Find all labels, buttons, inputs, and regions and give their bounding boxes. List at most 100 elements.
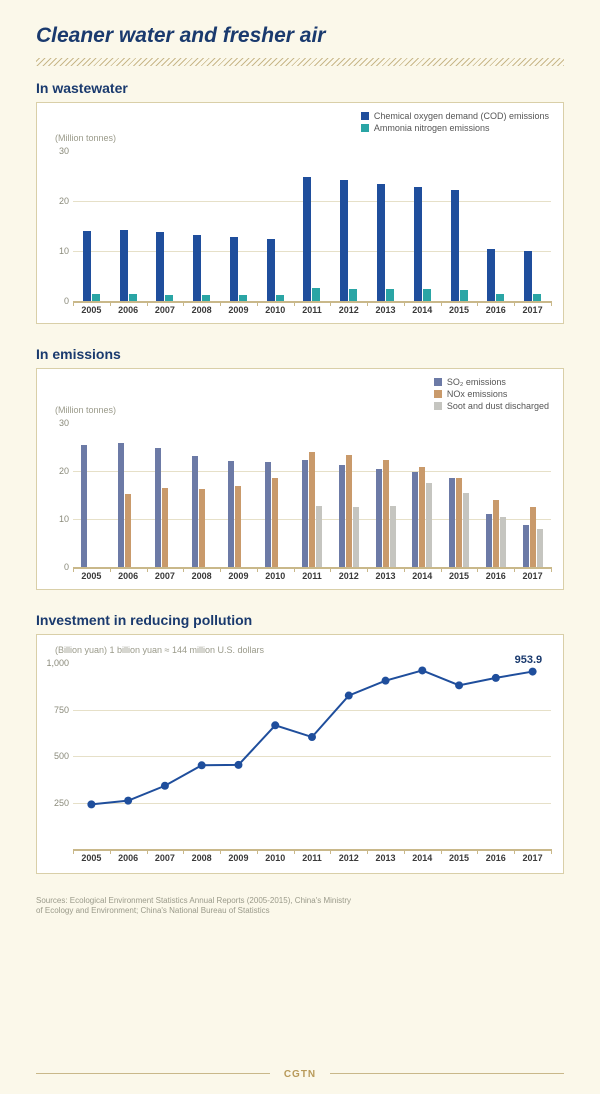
bar	[353, 507, 359, 567]
bar	[92, 294, 100, 302]
bar	[228, 461, 234, 567]
bar	[276, 295, 284, 301]
bar-group	[220, 461, 257, 567]
line-end-label: 953.9	[515, 654, 543, 666]
line-plot	[73, 663, 551, 849]
bar	[267, 239, 275, 301]
legend-label: NOx emissions	[447, 389, 508, 399]
bar	[524, 251, 532, 302]
x-tick: 2017	[514, 305, 551, 315]
bar-group	[330, 180, 367, 301]
bar-group	[514, 251, 551, 302]
bar	[129, 294, 137, 301]
bar	[83, 231, 91, 302]
bar	[487, 249, 495, 302]
y-tick: 1,000	[41, 658, 69, 668]
chart-investment: (Billion yuan) 1 billion yuan ≈ 144 mill…	[36, 634, 564, 874]
x-tick: 2006	[110, 571, 147, 581]
bar	[412, 472, 418, 567]
bar-group	[257, 239, 294, 301]
bar-group	[73, 231, 110, 302]
bar-group	[441, 190, 478, 302]
chart-legend: Chemical oxygen demand (COD) emissionsAm…	[361, 111, 549, 133]
bar-group	[330, 455, 367, 567]
y-tick: 20	[45, 196, 69, 206]
section-title-investment: Investment in reducing pollution	[36, 612, 564, 628]
bar	[120, 230, 128, 302]
x-tick: 2017	[514, 571, 551, 581]
bar	[118, 443, 124, 567]
bar	[193, 235, 201, 301]
bar	[125, 494, 131, 567]
x-tick: 2005	[73, 853, 110, 863]
x-tick: 2010	[257, 305, 294, 315]
y-tick: 20	[45, 466, 69, 476]
bar	[272, 478, 278, 567]
bar-group	[110, 230, 147, 302]
x-tick: 2008	[183, 305, 220, 315]
x-tick: 2017	[514, 853, 551, 863]
footer-logo: CGTN	[270, 1069, 330, 1080]
bar	[202, 295, 210, 302]
x-tick: 2015	[441, 571, 478, 581]
bar	[451, 190, 459, 302]
bar	[192, 456, 198, 567]
bar-group	[477, 500, 514, 567]
bar	[426, 483, 432, 567]
bar-group	[477, 249, 514, 302]
y-axis-label: (Billion yuan) 1 billion yuan ≈ 144 mill…	[55, 645, 264, 655]
x-tick: 2012	[330, 853, 367, 863]
bar	[81, 445, 87, 567]
x-tick: 2011	[294, 571, 331, 581]
y-axis-label: (Million tonnes)	[55, 405, 116, 415]
x-tick: 2013	[367, 305, 404, 315]
bar	[165, 295, 173, 302]
bar	[235, 486, 241, 567]
bar-group	[404, 467, 441, 567]
chart-legend: SO₂ emissionsNOx emissionsSoot and dust …	[434, 377, 549, 411]
bar-group	[147, 232, 184, 301]
section-title-wastewater: In wastewater	[36, 80, 564, 96]
x-tick: 2015	[441, 853, 478, 863]
x-tick: 2009	[220, 853, 257, 863]
chart-wastewater: (Million tonnes)010203020052006200720082…	[36, 102, 564, 324]
bar-group	[404, 187, 441, 301]
bar-group	[514, 507, 551, 567]
y-tick: 500	[41, 751, 69, 761]
bar-group	[257, 462, 294, 567]
y-tick: 10	[45, 246, 69, 256]
bar	[302, 460, 308, 567]
bar-group	[183, 235, 220, 301]
x-tick: 2006	[110, 853, 147, 863]
x-tick: 2007	[147, 571, 184, 581]
x-tick: 2012	[330, 571, 367, 581]
bar-group	[441, 478, 478, 567]
x-tick: 2005	[73, 571, 110, 581]
y-tick: 250	[41, 798, 69, 808]
bar-group	[147, 448, 184, 567]
x-tick: 2008	[183, 853, 220, 863]
bar	[349, 289, 357, 302]
title-divider	[36, 58, 564, 66]
bar-group	[367, 460, 404, 567]
x-tick: 2016	[477, 853, 514, 863]
y-tick: 0	[45, 296, 69, 306]
x-tick: 2007	[147, 305, 184, 315]
x-tick: 2014	[404, 571, 441, 581]
legend-label: Ammonia nitrogen emissions	[374, 123, 490, 133]
chart-emissions: (Million tonnes)010203020052006200720082…	[36, 368, 564, 590]
x-tick: 2010	[257, 571, 294, 581]
section-title-emissions: In emissions	[36, 346, 564, 362]
bar-group	[367, 184, 404, 302]
x-tick: 2010	[257, 853, 294, 863]
y-tick: 750	[41, 705, 69, 715]
x-tick: 2015	[441, 305, 478, 315]
bar	[155, 448, 161, 567]
bar	[537, 529, 543, 567]
x-tick: 2011	[294, 305, 331, 315]
bar	[303, 177, 311, 302]
bar	[419, 467, 425, 567]
bar	[162, 488, 168, 567]
bar	[449, 478, 455, 567]
bar-group	[294, 452, 331, 567]
